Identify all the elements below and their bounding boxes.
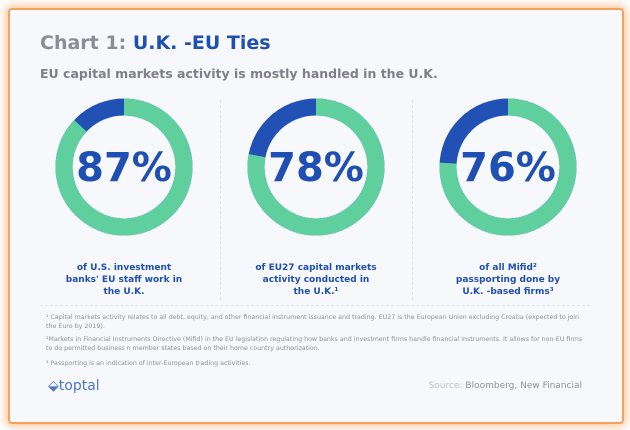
- donut-value-label: 87%: [76, 145, 172, 191]
- donut-value-slice: [55, 98, 193, 236]
- footnote-2: ²Markets in Financial Instruments Direct…: [46, 336, 583, 352]
- footnote-3: ³ Passporting is an indication of inter-…: [46, 360, 251, 367]
- caption-2: of EU27 capital markets activity conducte…: [255, 263, 377, 297]
- donut-value-slice: [247, 98, 385, 236]
- divider: [220, 100, 221, 300]
- toptal-icon: ⬙: [48, 378, 59, 394]
- donut-value-slice: [439, 98, 577, 236]
- chart-subtitle: EU capital markets activity is mostly ha…: [40, 66, 438, 81]
- donut-3: 76%: [439, 98, 577, 236]
- chart-title: Chart 1: U.K. -EU Ties: [40, 32, 271, 54]
- caption-1: of U.S. investment banks' EU staff work i…: [65, 263, 183, 297]
- divider: [412, 100, 413, 300]
- source: Source: Bloomberg, New Financial: [428, 381, 582, 391]
- donut-2: 78%: [247, 98, 385, 236]
- caption-3: of all Mifid² passporting done by U.K. -ba…: [455, 263, 561, 297]
- donut-value-label: 78%: [268, 145, 364, 191]
- donut-1: 87%: [55, 98, 193, 236]
- divider: [40, 305, 590, 306]
- toptal-logo: ⬙toptal: [48, 378, 100, 394]
- footnote-1: ¹ Capital markets activity relates to al…: [46, 314, 580, 330]
- chart-card: [8, 8, 624, 424]
- donut-value-label: 76%: [460, 145, 556, 191]
